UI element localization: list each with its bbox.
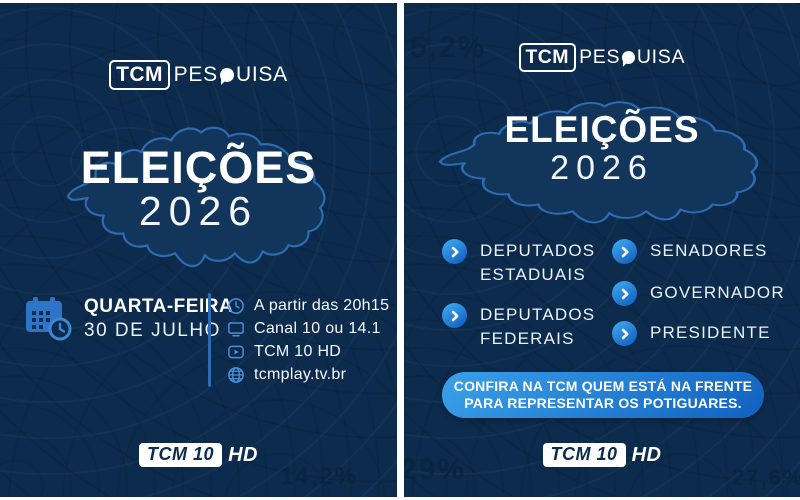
position-label-line1: DEPUTADOS bbox=[480, 305, 596, 324]
tcm10-logo-box: TCM 10 bbox=[542, 443, 626, 467]
poster-right: 5,2% 29% 27,6% TCM PES UISA ELEIÇÕES 2026… bbox=[404, 3, 800, 497]
position-label: SENADORES bbox=[650, 241, 768, 260]
info-text: TCM 10 HD bbox=[254, 343, 342, 360]
chevron-right-icon bbox=[612, 281, 637, 306]
date-block: QUARTA-FEIRA 30 DE JULHO bbox=[24, 296, 233, 342]
chevron-right-icon bbox=[442, 303, 467, 328]
watermark-percentage: 14,2% bbox=[280, 463, 359, 490]
broadcast-info-list: A partir das 20h15 Canal 10 ou 14.1 TCM … bbox=[227, 297, 389, 384]
poster-left: 2,1% 14,2% TCM PES UISA ELEIÇÕES 2026 bbox=[0, 3, 397, 497]
info-text: A partir das 20h15 bbox=[254, 297, 390, 314]
date-label: 30 DE JULHO bbox=[84, 320, 221, 341]
info-item-time: A partir das 20h15 bbox=[227, 297, 389, 315]
banner-line2: PARA REPRESENTAR OS POTIGUARES. bbox=[464, 395, 742, 411]
info-item-station: TCM 10 HD bbox=[227, 343, 389, 361]
position-item-deputados-federais: DEPUTADOS FEDERAIS bbox=[442, 303, 595, 351]
chevron-right-icon bbox=[612, 321, 637, 346]
info-text: Canal 10 ou 14.1 bbox=[254, 320, 381, 337]
brand-pesquisa-pre: PES bbox=[173, 62, 218, 86]
tcm-pesquisa-logo: TCM PES UISA bbox=[0, 60, 397, 90]
hd-label: HD bbox=[228, 443, 258, 466]
balloon-q-icon bbox=[219, 68, 234, 82]
elections-year: 2026 bbox=[550, 149, 654, 187]
watermark-percentage: 27,6% bbox=[732, 465, 800, 490]
info-text: tcmplay.tv.br bbox=[254, 366, 347, 383]
tcm10-hd-logo: TCM 10 HD bbox=[404, 443, 800, 467]
brand-pesquisa-pre: PES bbox=[579, 45, 621, 68]
clock-icon bbox=[228, 298, 244, 314]
vertical-divider bbox=[208, 293, 211, 387]
tcm-logo-box: TCM bbox=[109, 60, 170, 90]
position-item-governador: GOVERNADOR bbox=[612, 281, 785, 306]
elections-title: ELEIÇÕES bbox=[504, 109, 700, 150]
info-item-channel: Canal 10 ou 14.1 bbox=[227, 320, 389, 338]
position-label: GOVERNADOR bbox=[650, 283, 785, 302]
globe-icon bbox=[228, 367, 244, 383]
position-label-line2: FEDERAIS bbox=[480, 329, 575, 348]
position-label-line1: DEPUTADOS bbox=[480, 241, 596, 260]
tcm-pesquisa-logo: TCM PES UISA bbox=[404, 43, 800, 72]
tcm10-hd-logo: TCM 10 HD bbox=[0, 443, 397, 467]
balloon-q-icon bbox=[622, 50, 635, 64]
chevron-right-icon bbox=[612, 239, 637, 264]
position-label: PRESIDENTE bbox=[650, 323, 771, 342]
info-item-website: tcmplay.tv.br bbox=[227, 366, 389, 384]
play-icon bbox=[228, 345, 244, 359]
brand-pesquisa-post: UISA bbox=[636, 45, 686, 68]
banner-pill: CONFIRA NA TCM QUEM ESTÁ NA FRENTE PARA … bbox=[442, 372, 764, 418]
tv-icon bbox=[228, 322, 244, 337]
position-item-senadores: SENADORES bbox=[612, 239, 768, 264]
tcm10-logo-box: TCM 10 bbox=[139, 443, 223, 467]
chevron-right-icon bbox=[442, 239, 467, 264]
banner-line1: CONFIRA NA TCM QUEM ESTÁ NA FRENTE bbox=[453, 378, 753, 394]
weekday-label: QUARTA-FEIRA bbox=[84, 296, 234, 317]
elections-title: ELEIÇÕES bbox=[80, 142, 317, 193]
calendar-clock-icon bbox=[26, 297, 72, 341]
position-label-line2: ESTADUAIS bbox=[480, 265, 586, 284]
elections-year: 2026 bbox=[138, 188, 259, 234]
position-item-deputados-estaduais: DEPUTADOS ESTADUAIS bbox=[442, 239, 595, 287]
hd-label: HD bbox=[631, 443, 662, 466]
tcm-logo-box: TCM bbox=[518, 43, 576, 72]
position-item-presidente: PRESIDENTE bbox=[612, 321, 771, 346]
brand-pesquisa-post: UISA bbox=[235, 62, 288, 86]
